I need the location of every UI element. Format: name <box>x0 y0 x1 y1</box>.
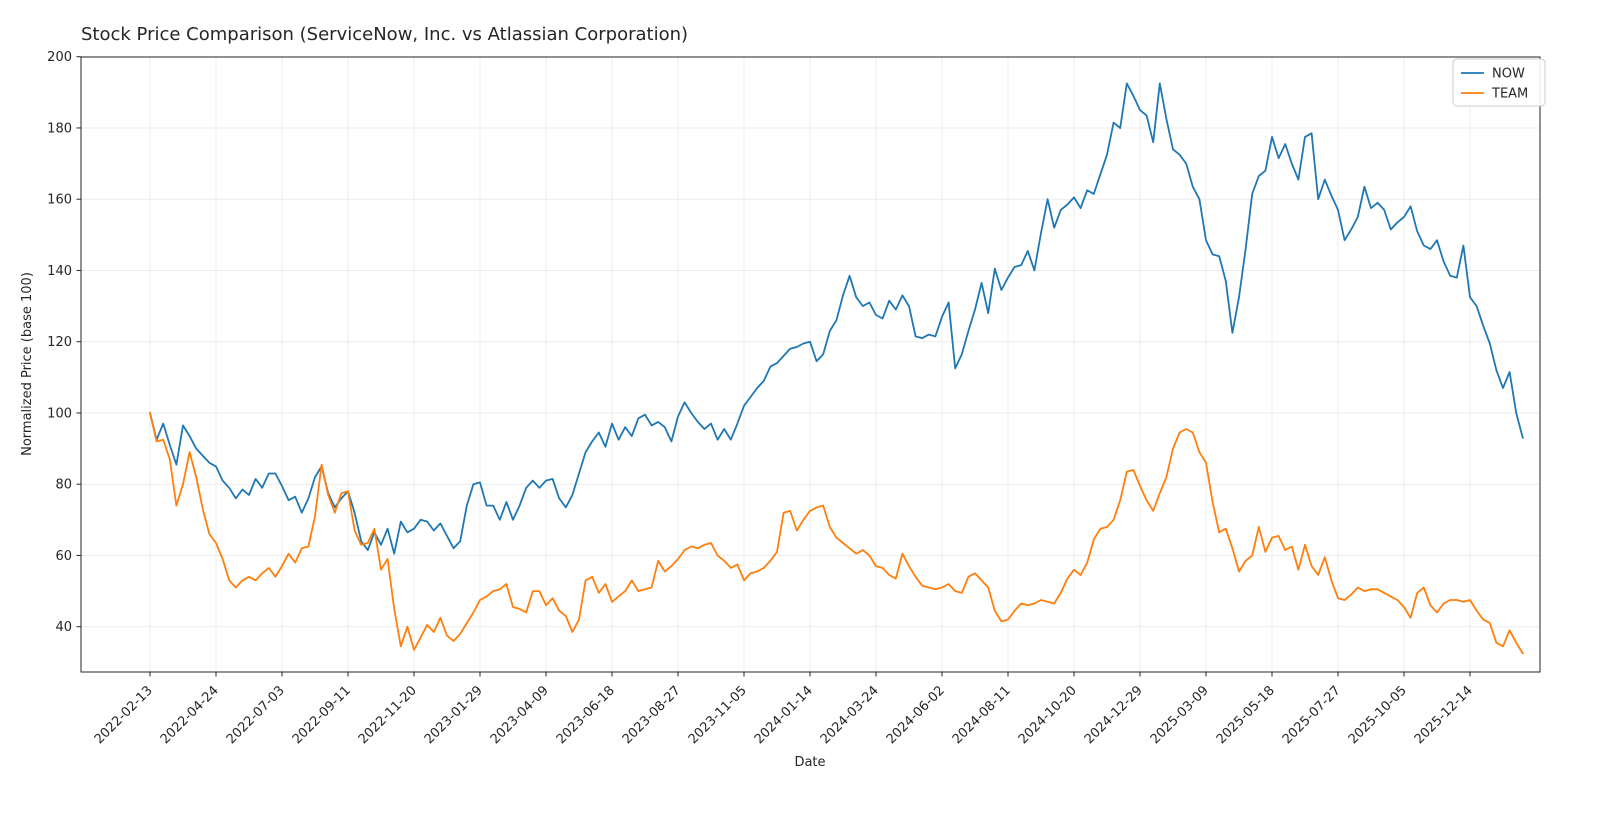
x-tick-label: 2023-01-29 <box>422 683 486 747</box>
y-tick-label: 140 <box>47 264 72 279</box>
x-tick-label: 2022-02-13 <box>92 683 156 747</box>
legend-box <box>1452 58 1546 107</box>
x-tick-label: 2025-12-14 <box>1412 683 1476 747</box>
legend-label-now: NOW <box>1492 67 1525 82</box>
x-tick-label: 2023-08-27 <box>620 683 684 747</box>
x-tick-label: 2024-06-02 <box>884 683 948 747</box>
y-tick-label: 120 <box>47 335 72 350</box>
y-tick-label: 160 <box>47 193 72 208</box>
y-tick-label: 100 <box>47 406 72 421</box>
y-tick-labels: 40 60 80 100 120 140 160 180 200 <box>47 50 72 635</box>
y-tick-label: 200 <box>47 50 72 65</box>
x-tick-label: 2024-08-11 <box>950 683 1014 747</box>
x-tick-label: 2023-11-05 <box>686 683 750 747</box>
series-lines <box>149 82 1524 655</box>
x-tick-label: 2024-03-24 <box>818 683 882 747</box>
x-tick-label: 2022-07-03 <box>224 683 288 747</box>
x-tick-label: 2025-10-05 <box>1346 683 1410 747</box>
x-tick-labels: 2022-02-13 2022-04-24 2022-07-03 2022-09-11… <box>92 683 1476 747</box>
y-axis-label: Normalized Price (base 100) <box>20 272 35 456</box>
x-tick-label: 2022-04-24 <box>158 683 222 747</box>
x-axis-label: Date <box>794 755 825 770</box>
x-tick-label: 2025-07-27 <box>1280 683 1344 747</box>
team-series-line <box>149 412 1524 655</box>
y-tick-label: 80 <box>55 478 72 493</box>
chart-title: Stock Price Comparison (ServiceNow, Inc.… <box>81 24 688 45</box>
x-tick-label: 2024-10-20 <box>1016 683 1080 747</box>
x-tick-label: 2022-11-20 <box>356 683 420 747</box>
x-tick-label: 2025-05-18 <box>1214 683 1278 747</box>
legend: NOW TEAM <box>1452 58 1546 107</box>
x-tick-label: 2022-09-11 <box>290 683 354 747</box>
y-tick-label: 40 <box>55 620 72 635</box>
x-tick-label: 2025-03-09 <box>1148 683 1212 747</box>
x-tick-label: 2024-01-14 <box>752 683 816 747</box>
x-tick-label: 2023-04-09 <box>488 683 552 747</box>
now-series-line <box>149 82 1524 555</box>
y-tick-label: 180 <box>47 121 72 136</box>
tick-marks <box>76 56 1471 677</box>
x-tick-label: 2024-12-29 <box>1082 683 1146 747</box>
legend-label-team: TEAM <box>1491 87 1528 102</box>
x-tick-label: 2023-06-18 <box>554 683 618 747</box>
y-tick-label: 60 <box>55 549 72 564</box>
grid <box>81 56 1540 672</box>
